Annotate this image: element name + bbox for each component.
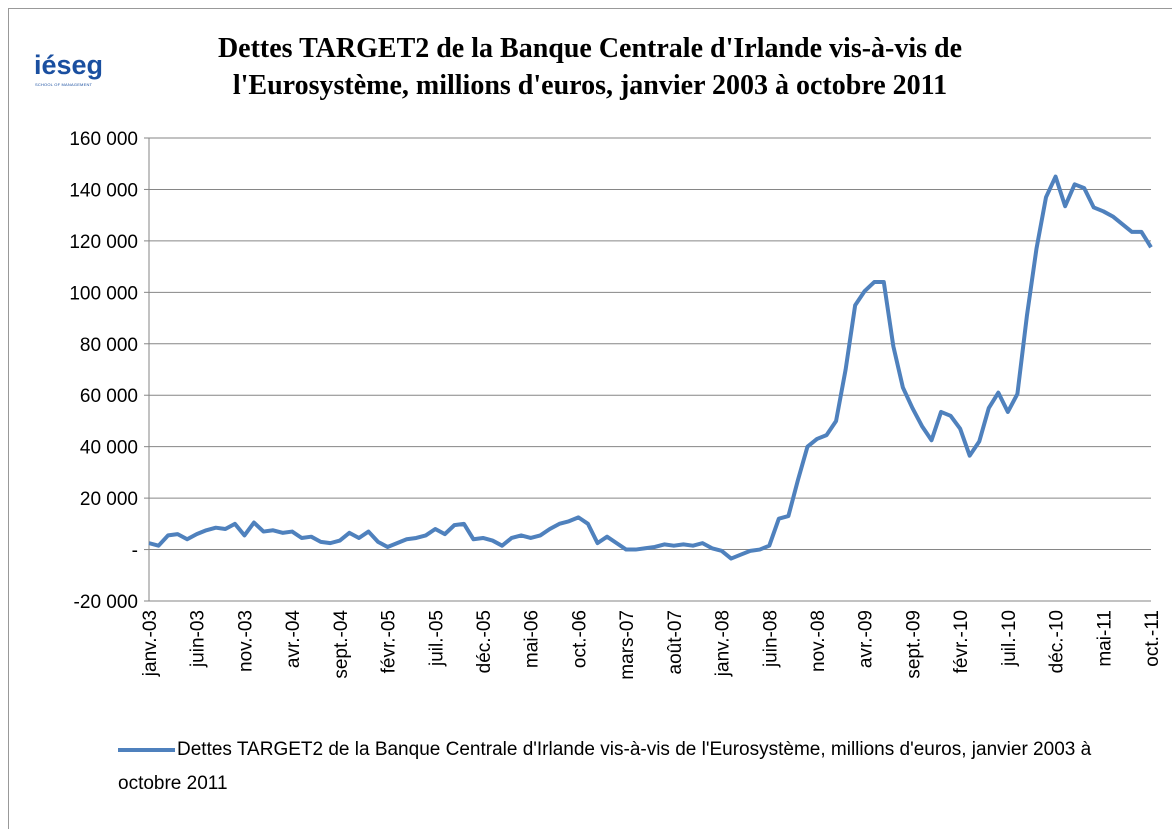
x-tick-label: janv.-08	[713, 610, 734, 677]
x-tick-label: avr.-04	[283, 610, 304, 669]
x-tick-label: juin-08	[760, 610, 781, 668]
legend-swatch	[118, 747, 175, 752]
x-tick-label: nov.-08	[808, 610, 829, 672]
y-tick-label: 40 000	[80, 438, 138, 459]
series-line	[148, 174, 1153, 561]
x-tick-label: mars-07	[617, 610, 638, 680]
x-tick-label: févr.-05	[379, 610, 400, 673]
x-tick-label: juil.-10	[999, 610, 1020, 667]
x-tick-label: déc.-05	[474, 610, 495, 673]
logo: iéseg	[34, 50, 104, 80]
x-tick-label: oct.-06	[569, 610, 590, 668]
y-tick-label: 100 000	[69, 283, 138, 304]
y-tick-label: -20 000	[74, 592, 138, 613]
x-tick-label: mai-11	[1094, 610, 1115, 667]
y-tick-label: 20 000	[80, 489, 138, 510]
x-tick-label: avr.-09	[856, 610, 877, 668]
chart-title: Dettes TARGET2 de la Banque Centrale d'I…	[217, 33, 963, 101]
x-tick-label: sept.-09	[903, 610, 924, 679]
y-tick-label: -	[132, 541, 138, 562]
x-tick-label: févr.-10	[951, 610, 972, 673]
y-tick-label: 80 000	[80, 335, 138, 356]
legend-label: Dettes TARGET2 de la Banque Centrale d'I…	[118, 739, 1092, 794]
x-tick-label: mai-06	[522, 610, 543, 668]
x-tick-label: janv.-03	[140, 610, 161, 677]
x-tick-label: juil.-05	[426, 610, 447, 667]
y-tick-label: 60 000	[80, 386, 138, 407]
x-tick-label: nov.-03	[235, 610, 256, 672]
logo-tagline: SCHOOL OF MANAGEMENT	[35, 82, 93, 87]
x-tick-label: déc.-10	[1047, 610, 1068, 673]
legend: Dettes TARGET2 de la Banque Centrale d'I…	[118, 733, 1098, 801]
y-tick-label: 140 000	[69, 180, 138, 201]
x-tick-label: août-07	[665, 610, 686, 674]
y-tick-label: 120 000	[69, 232, 138, 253]
x-tick-label: sept.-04	[331, 610, 352, 679]
y-tick-label: 160 000	[69, 129, 138, 150]
x-tick-label: juin-03	[188, 610, 209, 668]
chart-frame	[8, 8, 1172, 829]
x-tick-label: oct.-11	[1142, 610, 1163, 667]
